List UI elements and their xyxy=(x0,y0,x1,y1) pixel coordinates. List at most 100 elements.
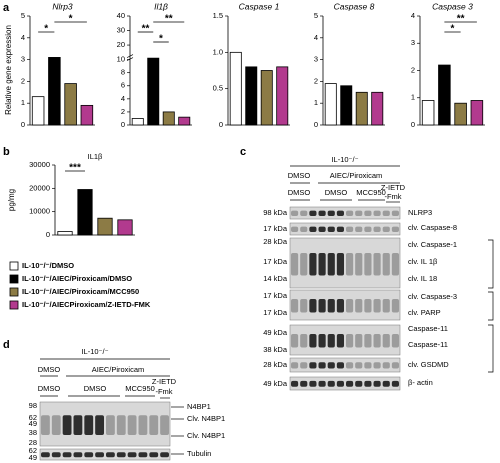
target-label: β- actin xyxy=(408,378,433,387)
marker-label: 17 kDa xyxy=(263,291,288,300)
blot-band xyxy=(355,226,363,232)
y-tick-label: 3 xyxy=(411,38,415,47)
treatment-label: AIEC/Piroxicam xyxy=(330,171,383,180)
marker-label: 28 xyxy=(29,438,37,447)
marker-label: 28 kDa xyxy=(263,237,288,246)
blot-band xyxy=(291,210,299,216)
blot-band xyxy=(318,362,326,369)
target-label: Caspase-11 xyxy=(408,340,448,349)
y-tick-label: 1 xyxy=(314,98,318,107)
treatment-label: DMSO xyxy=(38,365,61,374)
axis-break xyxy=(126,54,134,61)
blot-band xyxy=(327,226,335,232)
blot-band xyxy=(327,362,335,369)
marker-label: 62 xyxy=(29,413,37,422)
inhibitor-label: DMSO xyxy=(84,384,107,393)
blot-band xyxy=(355,362,363,369)
inhibitor-label: -Fmk xyxy=(384,192,401,201)
blot-strip xyxy=(289,222,401,236)
significance-label: * xyxy=(451,24,455,35)
blot-band xyxy=(364,299,372,313)
blot-band xyxy=(327,210,335,216)
legend-swatch xyxy=(9,300,19,310)
blot-band xyxy=(318,226,326,232)
inhibitor-label: MCC950 xyxy=(356,188,386,197)
blot-band xyxy=(149,452,159,458)
blot-band xyxy=(95,415,104,435)
y-tick-label: 0.5 xyxy=(213,84,223,93)
blot-band xyxy=(355,253,363,276)
blot-band xyxy=(41,452,50,458)
panel-label: d xyxy=(3,339,10,351)
blot-band xyxy=(364,226,372,232)
blot-band xyxy=(318,210,326,216)
bar xyxy=(57,231,73,236)
treatment-label: DMSO xyxy=(288,171,311,180)
blot-band xyxy=(355,334,363,348)
target-label: clv. Caspase-3 xyxy=(408,292,457,301)
blot-band xyxy=(382,253,390,276)
chart-title: Nlrp3 xyxy=(52,1,73,11)
blot-band xyxy=(309,380,317,387)
blot-band xyxy=(51,415,61,435)
blot-band xyxy=(373,380,381,387)
blot-band xyxy=(95,452,104,458)
blot-band xyxy=(300,334,308,348)
significance-label: * xyxy=(159,34,163,45)
blot-band xyxy=(336,226,344,232)
blot-band xyxy=(336,334,344,348)
marker-label: 38 xyxy=(29,428,37,437)
blot-band xyxy=(364,210,372,216)
blot-band xyxy=(364,253,372,276)
blot-band xyxy=(382,210,390,216)
blot-band xyxy=(300,226,308,232)
blot-band xyxy=(373,299,381,313)
y-tick-label: 20000 xyxy=(29,183,50,192)
bar xyxy=(340,85,353,126)
legend-label: IL-10⁻/⁻/AIEC/Piroxicam/DMSO xyxy=(22,274,132,283)
y-axis-title: pg/mg xyxy=(7,189,16,211)
inhibitor-label: Z-IETD xyxy=(381,183,406,192)
inhibitor-label: DMSO xyxy=(38,384,61,393)
bar xyxy=(245,66,258,126)
target-label: Tubulin xyxy=(187,449,211,458)
blot-band xyxy=(318,380,326,387)
blot-header: IL-10⁻/⁻ xyxy=(81,347,108,356)
blot-band xyxy=(73,415,83,435)
blot-band xyxy=(391,299,399,313)
bar xyxy=(178,116,191,126)
blot-band xyxy=(327,299,335,313)
significance-label: * xyxy=(44,24,48,35)
marker-label: 49 xyxy=(29,419,37,428)
y-tick-label: 1 xyxy=(21,98,25,107)
y-tick-label: 30 xyxy=(117,26,125,35)
blot-band xyxy=(391,226,399,232)
blot-band xyxy=(300,210,308,216)
y-tick-label: 10 xyxy=(117,55,125,64)
blot-strip xyxy=(289,289,401,321)
blot-band xyxy=(336,362,344,369)
inhibitor-label: MCC950 xyxy=(125,384,155,393)
legend-swatch xyxy=(9,274,19,284)
significance-label: * xyxy=(69,14,73,25)
y-tick-label: 4 xyxy=(21,33,25,42)
significance-label: *** xyxy=(69,163,81,174)
y-tick-label: 8 xyxy=(121,68,125,77)
blot-band xyxy=(346,380,354,387)
bar xyxy=(438,64,451,126)
y-tick-label: 1.0 xyxy=(213,47,223,56)
target-label: Clv. N4BP1 xyxy=(187,414,225,423)
bar xyxy=(371,91,384,126)
blot-band xyxy=(336,210,344,216)
marker-label: 28 kDa xyxy=(263,360,288,369)
blot-band xyxy=(373,334,381,348)
significance-label: ** xyxy=(165,14,173,25)
bar xyxy=(64,83,77,126)
bar xyxy=(355,91,368,126)
marker-label: 49 kDa xyxy=(263,379,288,388)
chart-title: Caspase 1 xyxy=(239,1,280,11)
y-tick-label: 20 xyxy=(117,40,125,49)
inhibitor-label: -Fmk xyxy=(155,387,172,396)
blot-band xyxy=(382,334,390,348)
